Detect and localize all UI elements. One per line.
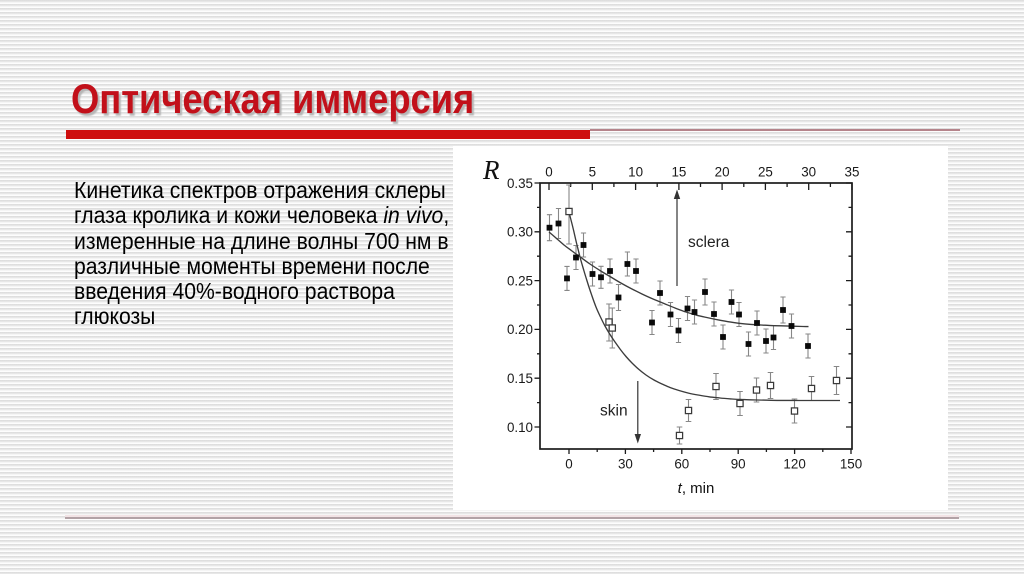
svg-text:0.35: 0.35 (507, 176, 533, 191)
svg-text:30: 30 (618, 457, 633, 472)
svg-text:90: 90 (731, 457, 746, 472)
svg-text:0.15: 0.15 (507, 371, 533, 386)
svg-text:15: 15 (671, 165, 686, 180)
svg-text:0: 0 (565, 457, 572, 472)
svg-text:sclera: sclera (688, 234, 730, 251)
svg-text:0: 0 (545, 165, 552, 180)
svg-text:150: 150 (840, 457, 862, 472)
svg-text:30: 30 (801, 165, 816, 180)
svg-text:35: 35 (845, 165, 860, 180)
svg-text:25: 25 (758, 165, 773, 180)
svg-text:60: 60 (674, 457, 689, 472)
svg-text:0.20: 0.20 (507, 322, 533, 337)
svg-text:0.25: 0.25 (507, 273, 533, 288)
svg-text:10: 10 (628, 165, 643, 180)
svg-text:120: 120 (783, 457, 805, 472)
svg-text:0.30: 0.30 (507, 225, 533, 240)
svg-text:skin: skin (600, 403, 628, 420)
svg-text:0.10: 0.10 (507, 420, 533, 435)
svg-text:R: R (482, 155, 500, 185)
svg-text:20: 20 (715, 165, 730, 180)
svg-text:t, min: t, min (678, 480, 715, 497)
svg-text:5: 5 (589, 165, 596, 180)
